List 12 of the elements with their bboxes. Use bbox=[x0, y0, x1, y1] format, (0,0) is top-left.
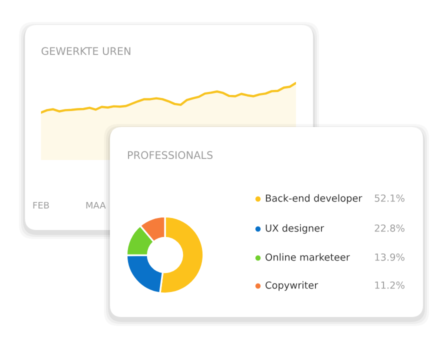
legend-label: Back-end developer bbox=[266, 194, 362, 204]
x-tick-label: FEB bbox=[33, 202, 49, 209]
data-label: 11.2% bbox=[375, 281, 404, 289]
chart-title: PROFESSIONALS bbox=[128, 151, 213, 160]
chart-title: GEWERKTE UREN bbox=[42, 47, 130, 56]
data-label: 13.9% bbox=[375, 253, 404, 261]
data-label: 22.8% bbox=[374, 224, 404, 232]
data-label: 52.1% bbox=[374, 194, 404, 202]
legend-label: UX designer bbox=[266, 224, 324, 234]
x-tick-label: MAA bbox=[86, 202, 106, 209]
legend-label: Copywriter bbox=[266, 281, 318, 291]
legend-label: Online marketeer bbox=[266, 253, 350, 261]
